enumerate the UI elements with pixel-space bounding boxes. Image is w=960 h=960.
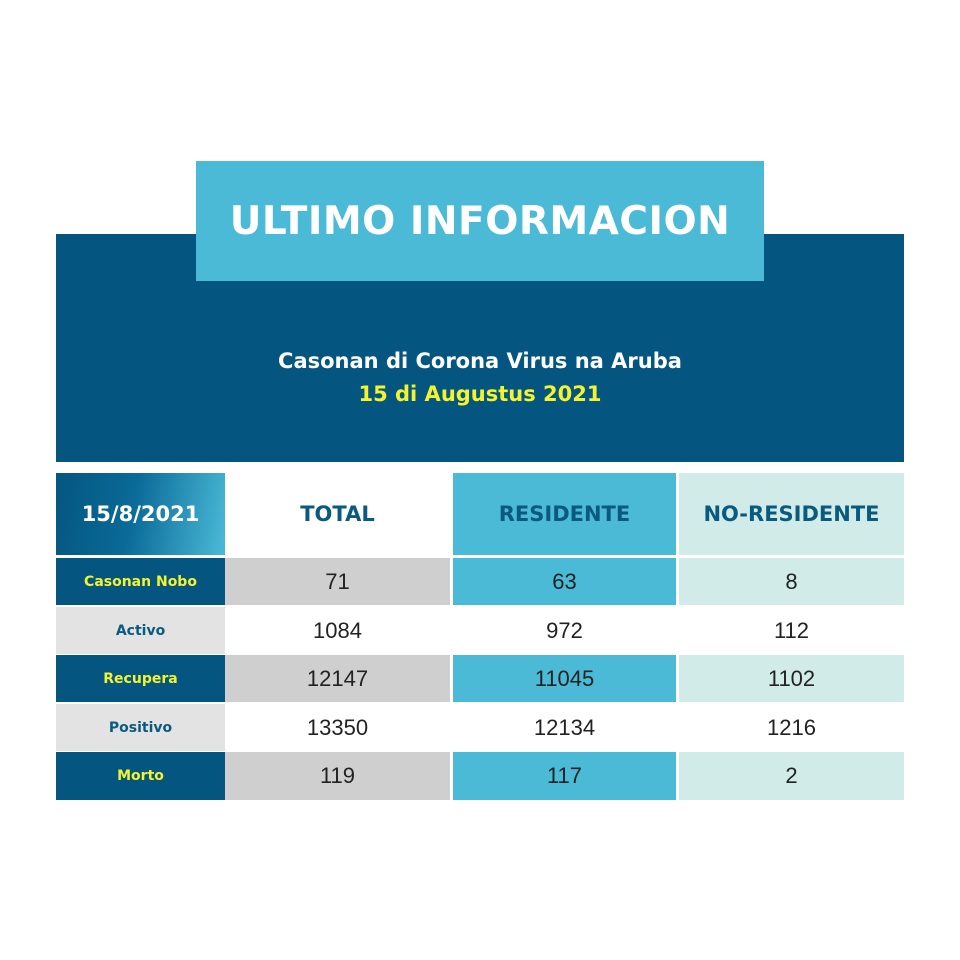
table-cell: 2 [679, 752, 904, 800]
table-cell: 12134 [453, 704, 676, 751]
row-label: Positivo [56, 704, 225, 751]
row-label: Casonan Nobo [56, 558, 225, 605]
table-cell: 112 [679, 607, 904, 654]
subtitle: Casonan di Corona Virus na Aruba [278, 349, 682, 373]
table-cell: 972 [453, 607, 676, 654]
date-line: 15 di Augustus 2021 [358, 382, 602, 406]
table-cell: 71 [225, 558, 450, 605]
row-label: Morto [56, 752, 225, 800]
table-cell: 12147 [225, 655, 450, 702]
row-label: Recupera [56, 655, 225, 702]
date-header: 15/8/2021 [56, 473, 225, 555]
row-label: Activo [56, 607, 225, 654]
table-cell: 117 [453, 752, 676, 800]
table-cell: 1216 [679, 704, 904, 751]
table-cell: 13350 [225, 704, 450, 751]
table-cell: 1102 [679, 655, 904, 702]
table-cell: 63 [453, 558, 676, 605]
table-cell: 119 [225, 752, 450, 800]
table-cell: 8 [679, 558, 904, 605]
table-cell: 1084 [225, 607, 450, 654]
column-header: RESIDENTE [453, 473, 676, 555]
page-title: ULTIMO INFORMACION [196, 161, 764, 281]
column-header: NO-RESIDENTE [679, 473, 904, 555]
column-header: TOTAL [225, 473, 450, 555]
table-cell: 11045 [453, 655, 676, 702]
